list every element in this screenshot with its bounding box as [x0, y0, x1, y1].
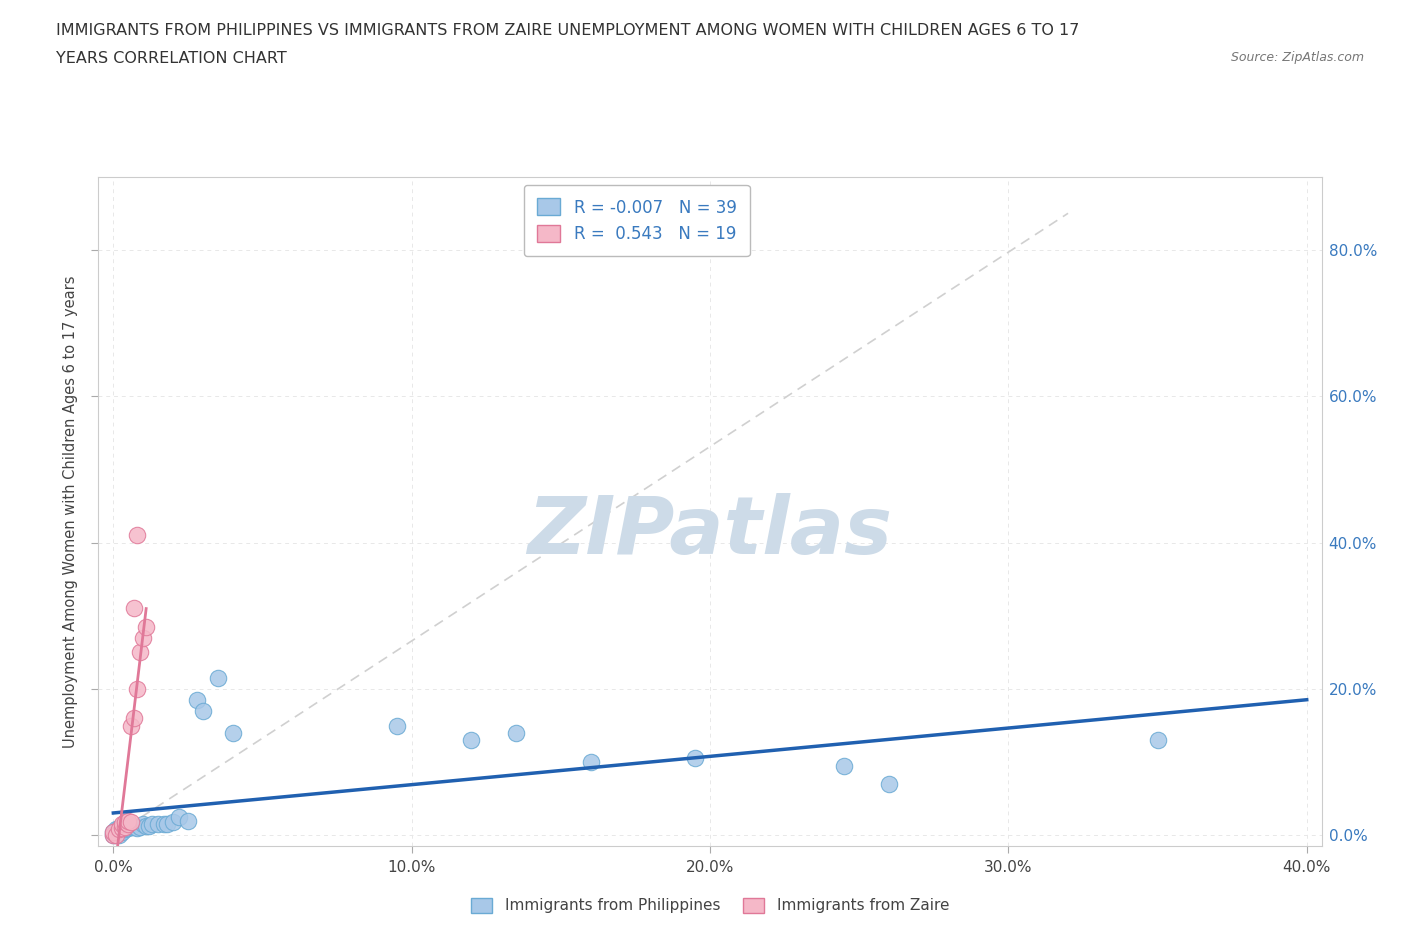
Point [683, 751, 706, 766]
Point [207, 671, 229, 685]
Point [111, 820, 134, 835]
Point [103, 828, 125, 843]
Point [221, 725, 243, 740]
Point [105, 828, 128, 843]
Point [162, 815, 184, 830]
Point [156, 817, 179, 831]
Point [832, 758, 855, 773]
Y-axis label: Unemployment Among Women with Children Ages 6 to 17 years: Unemployment Among Women with Children A… [63, 275, 79, 748]
Text: YEARS CORRELATION CHART: YEARS CORRELATION CHART [56, 51, 287, 66]
Point [117, 813, 139, 828]
Point [111, 817, 134, 831]
Point [120, 815, 142, 830]
Point [108, 822, 131, 837]
Point [146, 817, 169, 831]
Point [579, 755, 602, 770]
Point [103, 824, 125, 839]
Point [114, 817, 136, 831]
Point [114, 822, 136, 837]
Point [1146, 733, 1168, 748]
Point [167, 810, 190, 825]
Point [105, 822, 128, 837]
Point [132, 817, 155, 831]
Point [117, 817, 139, 831]
Text: IMMIGRANTS FROM PHILIPPINES VS IMMIGRANTS FROM ZAIRE UNEMPLOYMENT AMONG WOMEN WI: IMMIGRANTS FROM PHILIPPINES VS IMMIGRANT… [56, 23, 1080, 38]
Point [186, 693, 208, 708]
Point [138, 818, 160, 833]
Point [108, 820, 131, 835]
Point [153, 817, 176, 831]
Point [127, 820, 149, 835]
Point [103, 828, 125, 843]
Text: ZIPatlas: ZIPatlas [527, 493, 893, 571]
Point [108, 824, 131, 839]
Point [460, 733, 482, 748]
Point [120, 819, 142, 834]
Point [191, 703, 214, 718]
Point [105, 828, 128, 843]
Text: Source: ZipAtlas.com: Source: ZipAtlas.com [1230, 51, 1364, 64]
Point [135, 818, 157, 833]
Point [111, 819, 134, 834]
Point [177, 813, 200, 828]
Point [114, 815, 136, 830]
Point [114, 819, 136, 834]
Point [505, 725, 527, 740]
Point [117, 817, 139, 831]
Point [129, 644, 152, 659]
Point [111, 824, 134, 839]
Point [132, 631, 155, 645]
Point [129, 819, 152, 834]
Point [122, 711, 145, 725]
Point [122, 601, 145, 616]
Point [108, 828, 131, 843]
Point [877, 777, 900, 791]
Point [127, 682, 149, 697]
Point [117, 820, 139, 835]
Point [122, 819, 145, 834]
Point [103, 824, 125, 839]
Point [385, 718, 408, 733]
Point [135, 619, 157, 634]
Point [141, 817, 163, 831]
Legend: Immigrants from Philippines, Immigrants from Zaire: Immigrants from Philippines, Immigrants … [458, 885, 962, 925]
Point [120, 718, 142, 733]
Point [127, 528, 149, 543]
